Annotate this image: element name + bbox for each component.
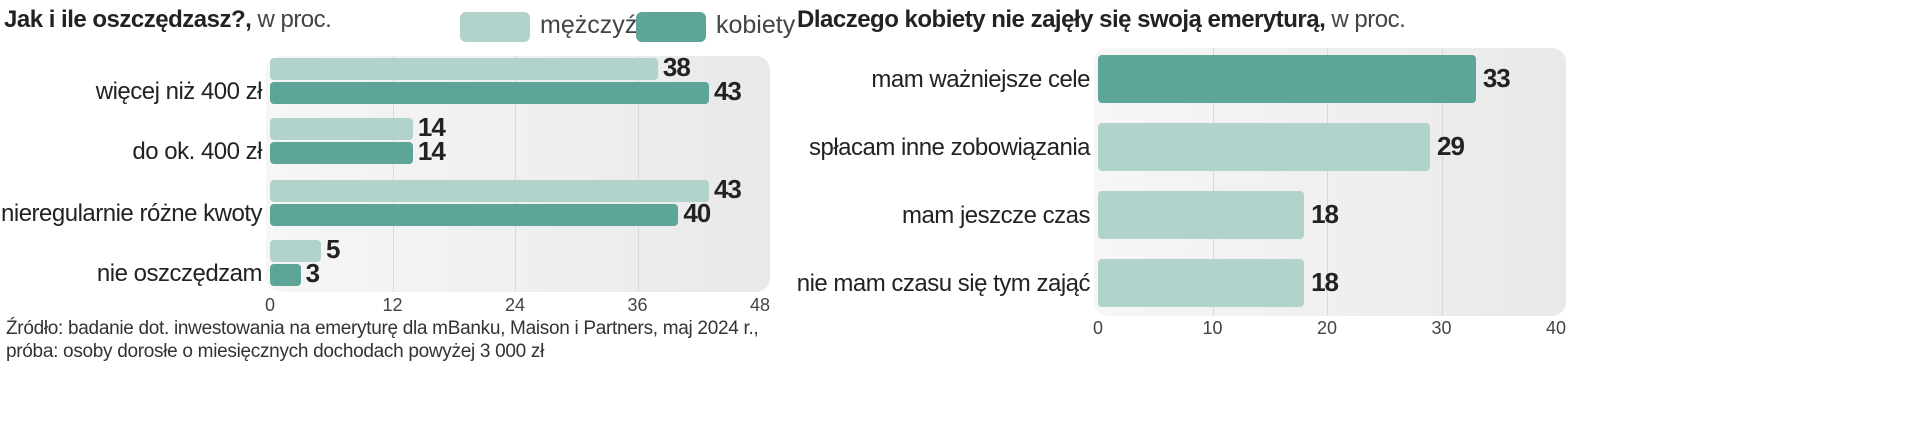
category-label: spłacam inne zobowiązania — [808, 134, 1091, 161]
value-label: 14 — [417, 136, 446, 166]
legend-label-women: kobiety — [716, 11, 796, 39]
x-tick-label: 40 — [1545, 318, 1567, 338]
legend-swatch-men — [460, 12, 530, 42]
source-note: Źródło: badanie dot. inwestowania na eme… — [6, 318, 759, 339]
category-label: więcej niż 400 zł — [95, 78, 263, 105]
value-label: 14 — [417, 112, 446, 142]
category-label: mam ważniejsze cele — [871, 66, 1090, 93]
value-label: 29 — [1437, 131, 1465, 161]
x-tick-label: 30 — [1431, 318, 1452, 338]
gridline — [1327, 48, 1328, 316]
bar-men — [270, 240, 322, 262]
left-chart-title: Jak i ile oszczędzasz?, w proc. — [4, 6, 332, 33]
bar-women — [270, 264, 301, 286]
sample-note: próba: osoby dorosłe o miesięcznych doch… — [6, 341, 545, 362]
gridline — [637, 56, 639, 292]
x-tick-label: 48 — [749, 295, 771, 315]
value-label: 18 — [1311, 199, 1339, 229]
bar — [1098, 191, 1305, 239]
gridline — [515, 56, 516, 292]
x-tick-label: 12 — [382, 295, 403, 315]
bar-women — [270, 204, 679, 226]
value-label: 43 — [713, 76, 742, 106]
value-label: 43 — [713, 174, 742, 204]
bar — [1098, 259, 1305, 307]
category-label: nie oszczędzam — [96, 260, 263, 287]
gridline — [1212, 48, 1214, 316]
value-label: 40 — [683, 198, 711, 228]
value-label: 3 — [305, 258, 321, 288]
value-label: 18 — [1311, 267, 1339, 297]
x-tick-label: 10 — [1202, 318, 1223, 338]
bar — [1098, 123, 1431, 171]
x-tick-label: 36 — [627, 295, 648, 315]
category-label: nieregularnie różne kwoty — [1, 200, 262, 227]
bar-women — [270, 82, 709, 104]
value-label: 33 — [1482, 63, 1511, 93]
legend-swatch-women — [636, 12, 706, 42]
x-tick-label: 0 — [1092, 318, 1104, 338]
bar-men — [270, 118, 413, 140]
gridline — [392, 56, 394, 292]
x-tick-label: 20 — [1316, 318, 1338, 338]
bar — [1098, 55, 1476, 103]
x-tick-label: 24 — [504, 295, 526, 315]
value-label: 38 — [662, 52, 691, 82]
category-label: mam jeszcze czas — [901, 202, 1091, 229]
category-label: do ok. 400 zł — [132, 138, 262, 165]
x-tick-label: 0 — [264, 295, 276, 315]
bar-men — [270, 180, 709, 202]
right-chart-title: Dlaczego kobiety nie zajęły się swoją em… — [797, 6, 1406, 33]
category-label: nie mam czasu się tym zająć — [796, 270, 1091, 297]
value-label: 5 — [326, 234, 341, 264]
gridline — [1441, 48, 1443, 316]
bar-men — [270, 58, 658, 80]
bar-women — [270, 142, 413, 164]
